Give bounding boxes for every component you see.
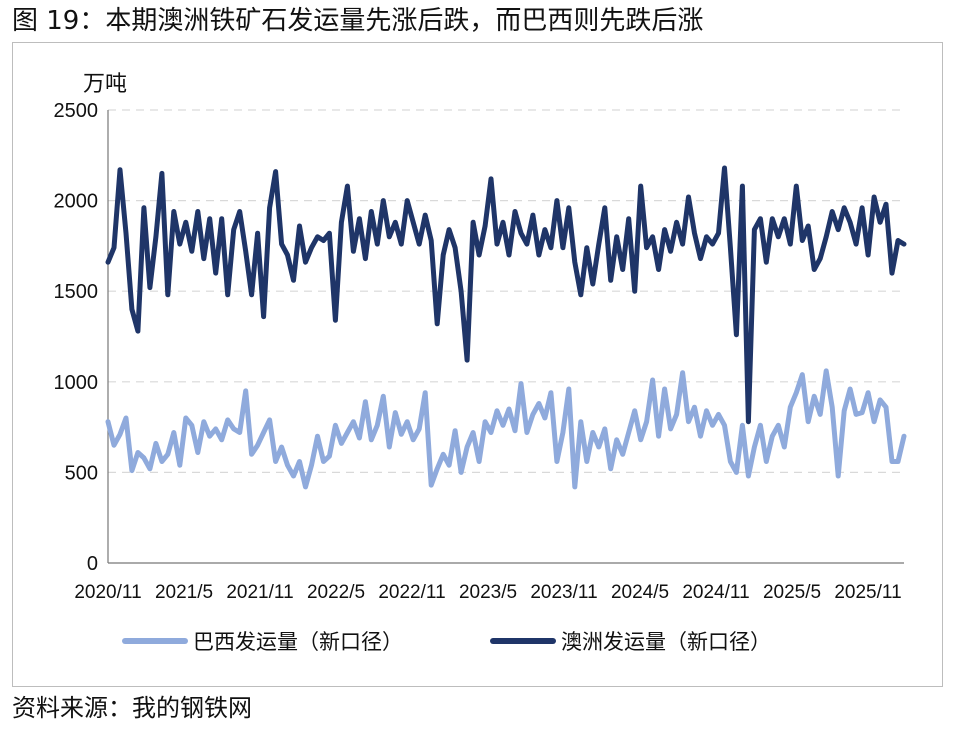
- x-tick-label: 2023/11: [530, 582, 597, 603]
- chart-frame: 0 500 1000 1500 2000 2500 万吨 2020/11 2021/5 2021/…: [12, 42, 943, 687]
- gridlines: [108, 109, 904, 473]
- y-tick-label: 1000: [54, 372, 99, 394]
- x-tick-label: 2024/5: [611, 582, 669, 603]
- x-tick-label: 2021/11: [226, 582, 293, 603]
- series-lines: [105, 165, 907, 490]
- legend-label: 巴西发运量（新口径）: [193, 631, 403, 654]
- x-tick-label: 2025/5: [763, 582, 821, 603]
- x-tick-label: 2023/5: [459, 582, 517, 603]
- y-axis-unit: 万吨: [83, 71, 127, 96]
- series-line-australia: [105, 165, 907, 425]
- x-tick-label: 2025/11: [834, 582, 901, 603]
- figure-title: 图 19：本期澳洲铁矿石发运量先涨后跌，而巴西则先跌后涨: [12, 6, 704, 36]
- x-tick-label: 2024/11: [682, 582, 749, 603]
- x-tick-label: 2021/5: [155, 582, 213, 603]
- legend: 巴西发运量（新口径） 澳洲发运量（新口径）: [122, 631, 771, 654]
- source-note: 资料来源：我的钢铁网: [12, 694, 252, 722]
- line-chart: 0 500 1000 1500 2000 2500 万吨 2020/11 2021/5 2021/…: [54, 71, 907, 654]
- series-line-brazil: [105, 368, 907, 490]
- x-tick-label: 2022/5: [307, 582, 365, 603]
- y-tick-label: 500: [65, 462, 98, 484]
- y-tick-label: 2000: [54, 191, 99, 213]
- x-tick-label: 2022/11: [378, 582, 445, 603]
- y-tick-label: 0: [87, 553, 98, 575]
- y-tick-label: 2500: [54, 100, 99, 122]
- y-tick-label: 1500: [54, 281, 99, 303]
- axes: 0 500 1000 1500 2000 2500 万吨 2020/11 2021/5 2021/…: [54, 71, 904, 603]
- x-tick-label: 2020/11: [74, 582, 141, 603]
- legend-label: 澳洲发运量（新口径）: [561, 631, 771, 654]
